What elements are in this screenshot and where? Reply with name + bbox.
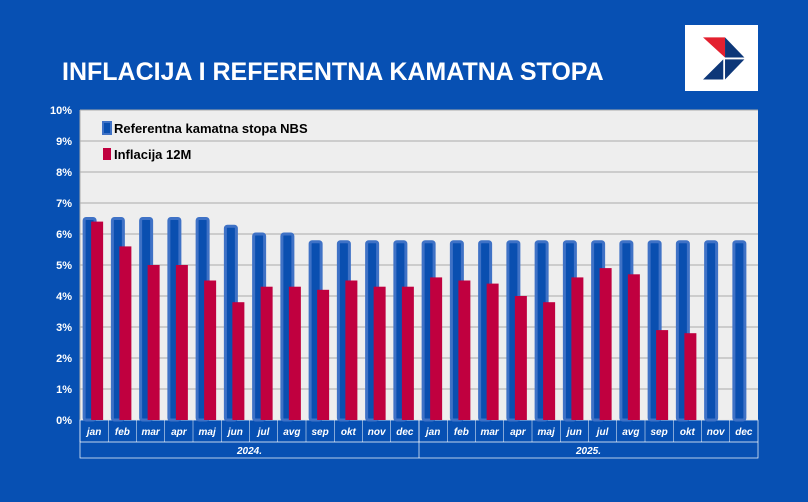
- y-tick-label: 7%: [56, 198, 72, 210]
- x-tick-label: mar: [480, 427, 499, 438]
- y-tick-label: 2%: [56, 353, 72, 365]
- bar-inflation: [627, 274, 640, 420]
- x-tick-label: nov: [368, 427, 387, 438]
- bar-inflation: [260, 286, 273, 420]
- x-tick-label: okt: [680, 427, 696, 438]
- bar-inflation: [543, 302, 556, 420]
- x-tick-label: jun: [565, 427, 582, 438]
- x-tick-label: avg: [622, 427, 639, 438]
- x-tick-label: sep: [312, 427, 329, 438]
- x-tick-label: jun: [226, 427, 243, 438]
- y-tick-label: 0%: [56, 415, 72, 427]
- x-tick-label: feb: [115, 427, 130, 438]
- bar-inflation: [684, 333, 697, 420]
- bar-inflation: [486, 283, 499, 420]
- bar-inflation: [288, 286, 301, 420]
- bar-inflation: [458, 280, 471, 420]
- bar-inflation: [514, 296, 527, 420]
- bar-inflation: [599, 268, 612, 420]
- y-tick-label: 10%: [50, 105, 72, 117]
- x-tick-label: jan: [85, 427, 101, 438]
- bar-policy-rate: [732, 240, 747, 422]
- x-tick-label: dec: [735, 427, 753, 438]
- bar-inflation: [317, 289, 330, 420]
- y-tick-label: 5%: [56, 260, 72, 272]
- y-tick-label: 1%: [56, 384, 72, 396]
- x-tick-label: feb: [454, 427, 469, 438]
- x-tick-label: mar: [141, 427, 160, 438]
- nbs-logo: [685, 25, 758, 91]
- x-tick-label: apr: [510, 427, 527, 438]
- bar-inflation: [147, 265, 160, 420]
- x-tick-label: nov: [707, 427, 726, 438]
- bar-inflation: [373, 286, 386, 420]
- x-tick-label: maj: [199, 427, 216, 438]
- y-tick-label: 6%: [56, 229, 72, 241]
- legend-label: Inflacija 12M: [114, 147, 191, 162]
- bar-inflation: [656, 330, 669, 420]
- y-tick-label: 9%: [56, 136, 72, 148]
- x-tick-label: dec: [396, 427, 414, 438]
- bar-policy-rate: [704, 240, 719, 422]
- bar-inflation: [119, 246, 132, 420]
- x-tick-label: jan: [424, 427, 440, 438]
- legend-swatch: [103, 148, 111, 160]
- bar-inflation: [430, 277, 443, 420]
- legend-swatch: [102, 121, 112, 135]
- slide-title: INFLACIJA I REFERENTNA KAMATNA STOPA: [62, 58, 604, 86]
- bar-inflation: [204, 280, 217, 420]
- y-tick-label: 8%: [56, 167, 72, 179]
- x-tick-label: jul: [595, 427, 609, 438]
- bar-inflation: [175, 265, 188, 420]
- x-tick-label: okt: [341, 427, 357, 438]
- y-tick-label: 4%: [56, 291, 72, 303]
- x-tick-label: apr: [171, 427, 188, 438]
- bar-inflation: [91, 221, 104, 420]
- bar-inflation: [401, 286, 414, 420]
- bar-inflation: [345, 280, 358, 420]
- x-tick-label: maj: [538, 427, 555, 438]
- x-group-label: 2025.: [575, 446, 601, 457]
- x-tick-label: sep: [651, 427, 668, 438]
- legend-label: Referentna kamatna stopa NBS: [114, 121, 308, 136]
- y-tick-label: 3%: [56, 322, 72, 334]
- x-tick-label: avg: [283, 427, 300, 438]
- bar-inflation: [232, 302, 245, 420]
- x-tick-label: jul: [256, 427, 270, 438]
- x-group-label: 2024.: [236, 446, 262, 457]
- bar-inflation: [571, 277, 584, 420]
